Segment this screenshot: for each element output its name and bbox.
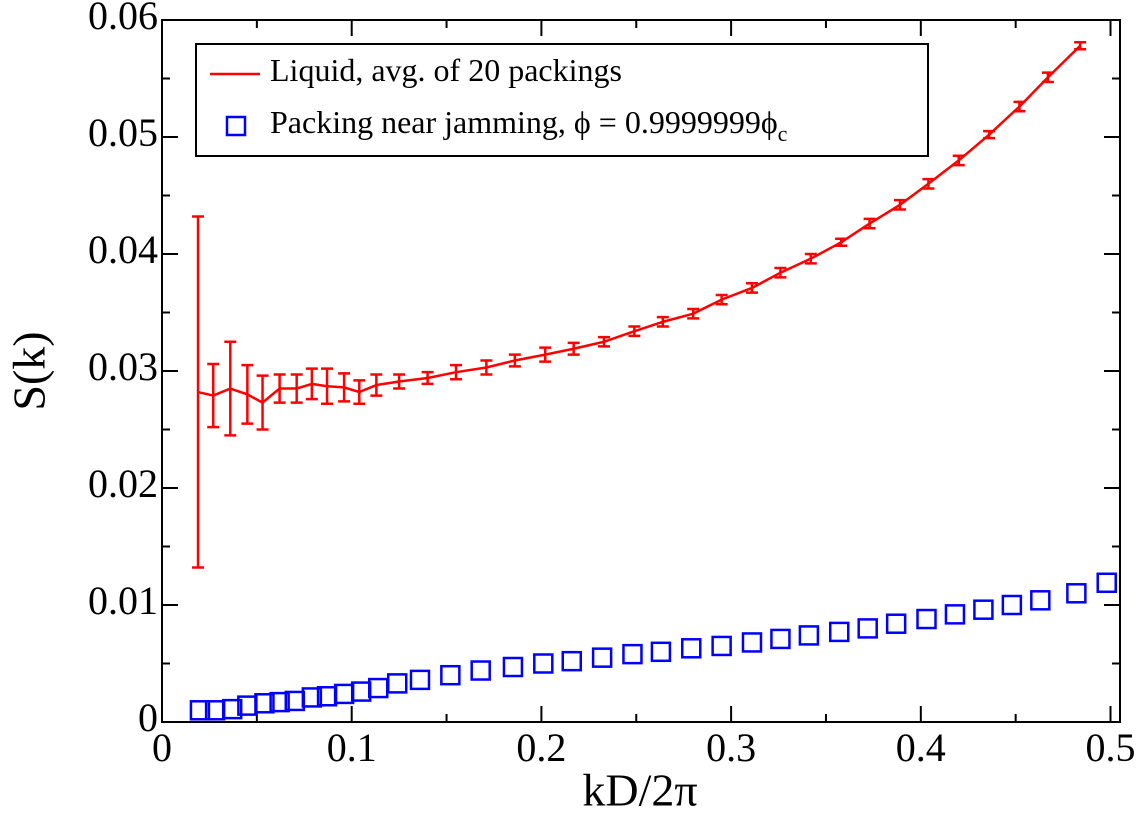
legend-label: Packing near jamming, ϕ = 0.9999999ϕc — [270, 104, 788, 146]
error-bar — [983, 129, 996, 140]
marker — [440, 664, 461, 686]
error-bar — [1013, 100, 1026, 113]
marker — [916, 608, 937, 630]
marker — [885, 613, 907, 634]
legend-swatch — [225, 115, 247, 137]
marker — [944, 604, 966, 625]
marker — [368, 677, 389, 699]
error-bar — [290, 373, 303, 404]
marker — [333, 683, 355, 705]
marker — [1066, 583, 1087, 604]
y-tick-label: 0.03 — [88, 344, 158, 389]
error-bar — [393, 373, 406, 390]
error-bar — [450, 363, 463, 381]
error-bar — [804, 252, 817, 265]
legend-subscript: c — [778, 121, 788, 146]
error-bar — [745, 282, 758, 294]
error-bar — [922, 177, 935, 190]
error-bar — [952, 154, 965, 167]
marker — [591, 647, 613, 668]
error-bar — [567, 341, 580, 356]
error-bar — [1041, 71, 1054, 84]
marker — [1030, 590, 1051, 611]
marker — [269, 691, 290, 713]
legend-text: Packing near jamming, ϕ = 0.9999999ϕ — [270, 104, 778, 140]
error-bar — [508, 353, 521, 368]
error-bar — [863, 217, 876, 230]
error-bar — [835, 237, 848, 248]
error-bar — [241, 363, 254, 425]
y-tick-label: 0.06 — [88, 0, 158, 38]
error-bar — [192, 215, 205, 569]
x-tick-label: 0.4 — [896, 725, 946, 770]
y-tick-label: 0.01 — [88, 578, 158, 623]
error-bar — [273, 373, 286, 404]
legend-box — [195, 43, 929, 157]
error-bar — [628, 325, 641, 338]
error-bar — [305, 367, 318, 401]
x-tick-label: 0.1 — [327, 725, 377, 770]
legend-text: Liquid, avg. of 20 packings — [270, 52, 622, 88]
marker — [301, 687, 323, 708]
marker — [857, 618, 878, 639]
error-bar — [774, 266, 787, 279]
error-bar — [421, 370, 434, 386]
error-bar — [715, 293, 728, 306]
x-tick-label: 0.2 — [516, 725, 566, 770]
error-bar — [207, 362, 220, 429]
marker — [1001, 594, 1023, 616]
marker — [770, 628, 791, 650]
y-tick-label: 0 — [138, 695, 158, 740]
marker — [561, 650, 583, 672]
error-bar — [1074, 40, 1087, 51]
marker — [828, 621, 850, 643]
error-bar — [224, 340, 237, 437]
marker — [650, 641, 672, 663]
x-tick-label: 0.3 — [706, 725, 756, 770]
x-tick-label: 0.5 — [1086, 725, 1136, 770]
error-bar — [256, 374, 269, 431]
x-axis-label: kD/2π — [582, 765, 697, 816]
marker — [1096, 572, 1117, 594]
error-bar — [687, 307, 700, 320]
error-bar — [893, 198, 906, 211]
marker — [470, 660, 491, 681]
marker — [798, 625, 820, 646]
marker — [221, 698, 243, 720]
marker — [681, 638, 702, 659]
marker — [350, 681, 372, 702]
error-bar — [338, 372, 351, 403]
error-bar — [321, 367, 334, 406]
y-tick-label: 0.04 — [88, 227, 158, 272]
x-tick-label: 0 — [152, 725, 172, 770]
error-bar — [353, 379, 366, 406]
error-bar — [598, 335, 611, 348]
marker — [711, 635, 732, 657]
marker — [502, 656, 524, 678]
y-tick-label: 0.02 — [88, 461, 158, 506]
legend-label: Liquid, avg. of 20 packings — [270, 52, 622, 88]
y-axis-label: S(k) — [4, 331, 55, 410]
error-bar — [480, 359, 493, 376]
y-tick-label: 0.05 — [88, 110, 158, 155]
marker — [189, 700, 211, 721]
marker — [533, 653, 554, 674]
marker — [741, 632, 763, 653]
marker — [973, 599, 994, 620]
marker — [622, 643, 643, 665]
marker — [409, 669, 431, 691]
error-bar — [539, 346, 552, 363]
error-bar — [370, 373, 383, 397]
marker — [254, 693, 275, 714]
marker — [386, 673, 408, 694]
error-bar — [656, 315, 669, 328]
